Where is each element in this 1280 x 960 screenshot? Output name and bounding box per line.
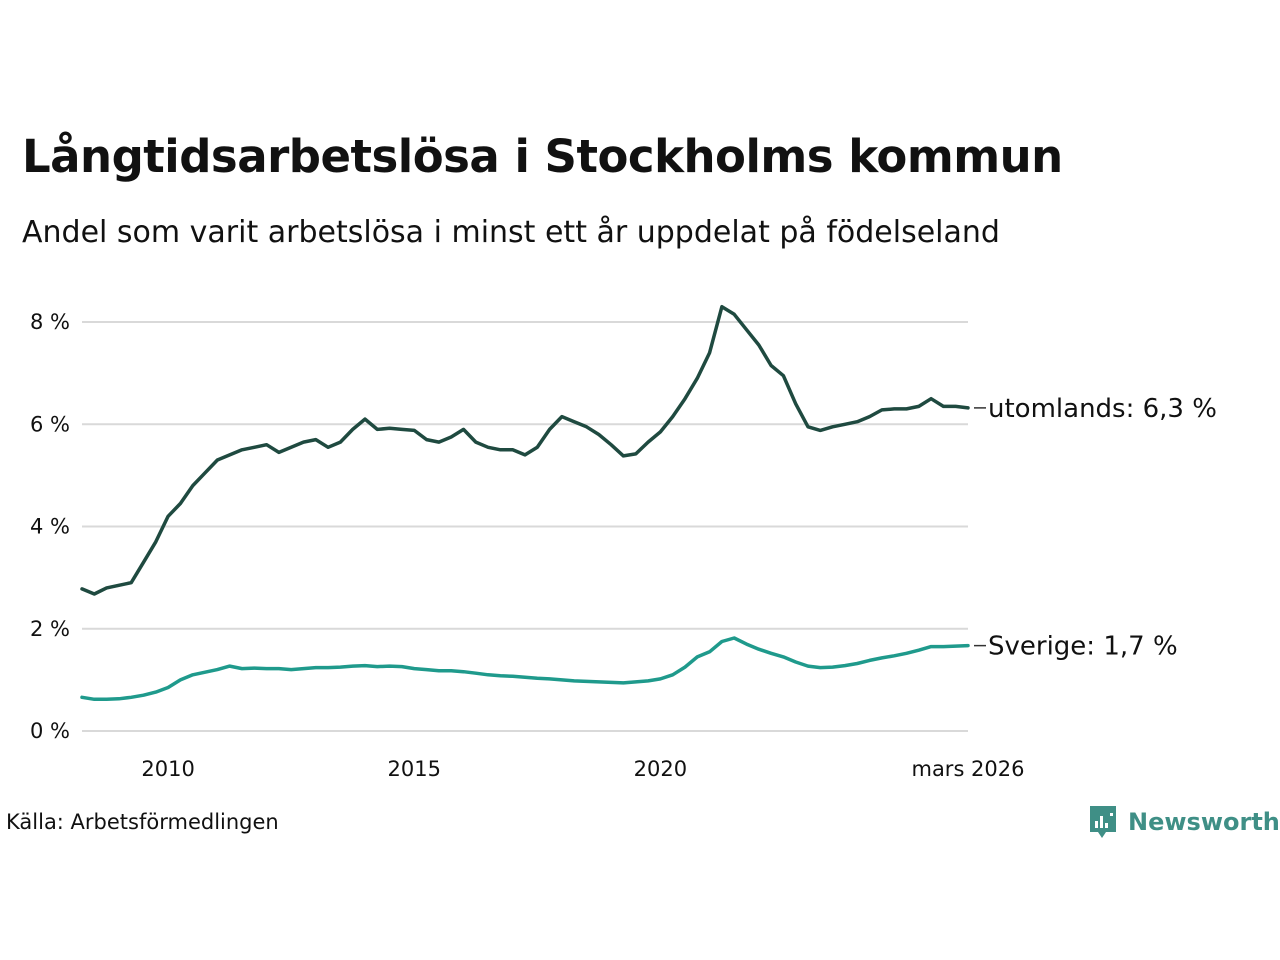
logo-text: Newsworthy: [1128, 808, 1280, 836]
series-line-Sverige: [80, 636, 970, 702]
series-end-labels: utomlands: 6,3 % Sverige: 1,7 %: [974, 394, 1217, 662]
y-tick-label: 4 %: [30, 515, 70, 539]
x-tick-label: 2010: [141, 757, 194, 781]
gridlines: [82, 321, 968, 732]
y-axis-ticks: 0 % 2 % 4 % 6 % 8 %: [30, 310, 70, 743]
brand-logo: Newsworthy: [1088, 804, 1280, 840]
y-tick-label: 6 %: [30, 412, 70, 436]
y-tick-label: 2 %: [30, 617, 70, 641]
y-tick-label: 0 %: [30, 719, 70, 743]
series-lines: [80, 304, 970, 702]
newsworthy-logo-icon: [1090, 806, 1116, 838]
x-tick-label: mars 2026: [911, 757, 1024, 781]
chart-title: Långtidsarbetslösa i Stockholms kommun: [22, 130, 1063, 183]
end-label-Sverige: Sverige: 1,7 %: [988, 632, 1178, 662]
chart-subtitle: Andel som varit arbetslösa i minst ett å…: [22, 215, 1000, 250]
x-tick-label: 2015: [388, 757, 441, 781]
x-tick-label: 2020: [634, 757, 687, 781]
end-label-utomlands: utomlands: 6,3 %: [988, 394, 1217, 424]
y-tick-label: 8 %: [30, 310, 70, 334]
source-note: Källa: Arbetsförmedlingen: [6, 810, 279, 834]
series-line-utomlands: [80, 304, 970, 596]
x-axis-ticks: 2010 2015 2020 mars 2026: [141, 757, 1024, 781]
